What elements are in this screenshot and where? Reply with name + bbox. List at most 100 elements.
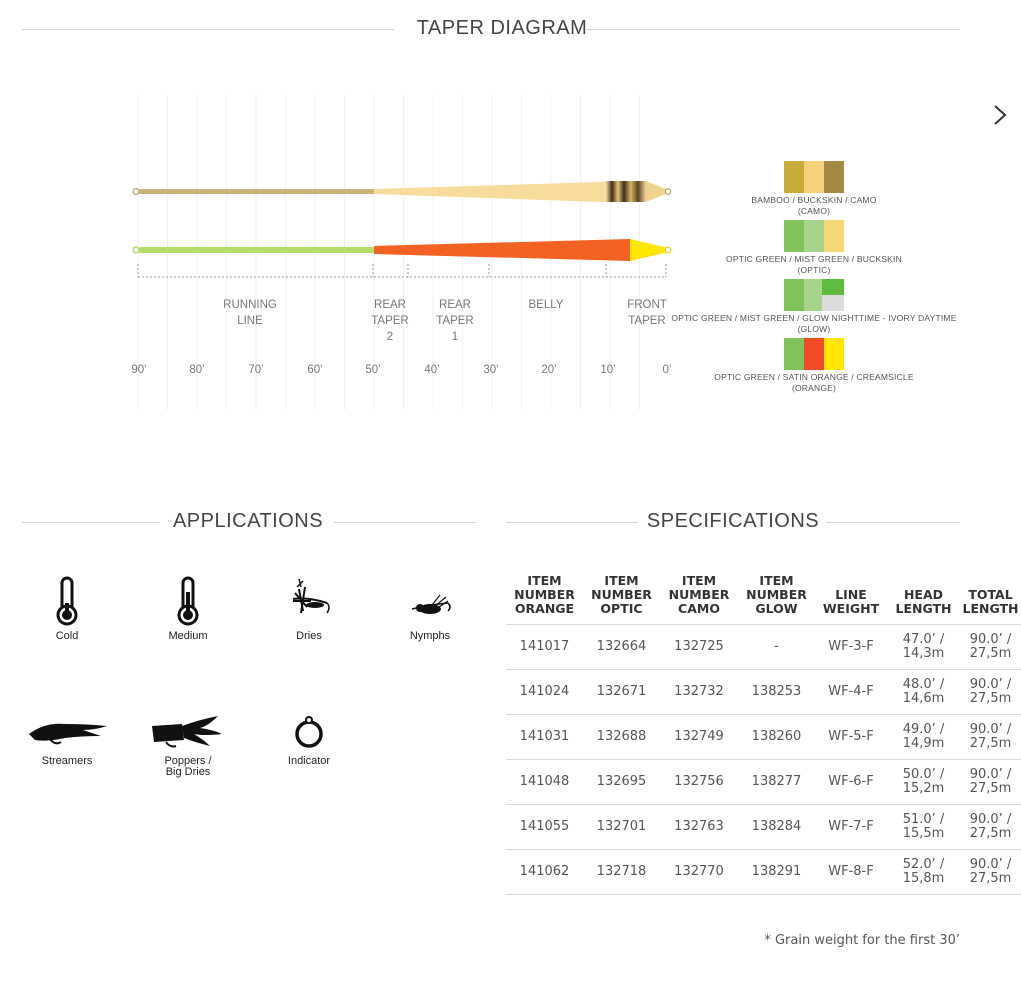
- thermometer-cold-icon: [56, 576, 78, 626]
- table-cell: WF-4-F: [815, 669, 887, 715]
- table-cell: 90.0’ /27,5m: [960, 804, 1021, 850]
- popper-icon: [152, 716, 222, 748]
- swatch-color: [784, 220, 804, 252]
- taper-diagram-title: TAPER DIAGRAM: [416, 17, 588, 39]
- colorway-caption: OPTIC GREEN / SATIN ORANGE / CREAMSICLE(…: [664, 372, 964, 394]
- table-cell: 141062: [506, 849, 583, 895]
- section-brackets: [137, 264, 667, 278]
- table-cell: 52.0’ /15,8m: [887, 849, 960, 895]
- table-row: 141048 132695 132756 138277 WF-6-F 50.0’ /15,…: [506, 759, 1021, 805]
- colorway-caption: BAMBOO / BUCKSKIN / CAMO (CAMO): [664, 195, 964, 217]
- application-label: Medium: [168, 630, 208, 642]
- swatch-color: [824, 338, 844, 370]
- section-label: REAR: [439, 299, 471, 311]
- camo-loop: [132, 187, 140, 196]
- camo-running-line: [138, 189, 376, 194]
- scale-tick-label: 50’: [365, 364, 380, 376]
- table-cell: 51.0’ /15,5m: [887, 804, 960, 850]
- scale-tick-label: 0’: [663, 364, 672, 376]
- application-dries: Dries: [254, 575, 364, 642]
- specifications-table: ITEM NUMBER ORANGE ITEM NUMBER OPTIC ITEM NUMBE…: [506, 570, 1021, 895]
- caption-line: (GLOW): [797, 324, 831, 334]
- swatch-color: [822, 295, 844, 311]
- column-header: ITEM NUMBER OPTIC: [591, 573, 652, 616]
- swatch-color: [822, 279, 844, 311]
- caption-line: (CAMO): [797, 206, 831, 216]
- swatch-color: [824, 220, 844, 252]
- table-cell: 132756: [660, 759, 738, 805]
- section-label: BELLY: [529, 299, 564, 311]
- header-rule-left: [22, 522, 160, 523]
- table-row: 141031 132688 132749 138260 WF-5-F 49.0’ /14,…: [506, 714, 1021, 760]
- table-cell: 90.0’ /27,5m: [960, 624, 1021, 670]
- colorway-caption: OPTIC GREEN / MIST GREEN / GLOW NIGHTTIM…: [664, 313, 964, 335]
- swatch-color: [804, 161, 824, 193]
- table-cell: 90.0’ /27,5m: [960, 714, 1021, 760]
- application-medium: Medium: [133, 575, 243, 642]
- table-cell: 138284: [738, 804, 815, 850]
- table-cell: 132664: [583, 624, 660, 670]
- application-label: Poppers /: [164, 755, 212, 767]
- section-label: TAPER: [628, 315, 666, 327]
- section-label: RUNNING: [223, 299, 277, 311]
- caption-line: OPTIC GREEN / MIST GREEN / BUCKSKIN: [726, 254, 902, 264]
- swatch-color: [822, 279, 844, 295]
- applications-header: APPLICATIONS: [22, 507, 476, 537]
- table-row: 141055 132701 132763 138284 WF-7-F 51.0’ /15,…: [506, 804, 1021, 850]
- application-indicator: Indicator: [254, 712, 364, 767]
- scale-tick-label: 80’: [189, 364, 204, 376]
- section-label: FRONT: [627, 299, 667, 311]
- taper-diagram: RUNNING LINE REAR TAPER 2 REAR TAPER 1 BELLY FRON…: [0, 0, 1021, 470]
- scale-tick-label: 20’: [541, 364, 556, 376]
- table-cell: 132763: [660, 804, 738, 850]
- section-label: 2: [387, 331, 393, 343]
- table-cell: 141024: [506, 669, 583, 715]
- grain-weight-footnote: * Grain weight for the first 30’: [764, 933, 960, 948]
- colorway-swatch: [784, 161, 844, 193]
- table-row: 141017 132664 132725- WF-3-F 47.0’ /14,3m 90.…: [506, 624, 1021, 670]
- table-cell: 90.0’ /27,5m: [960, 849, 1021, 895]
- swatch-color: [804, 338, 824, 370]
- green-running-line: [138, 247, 376, 253]
- colorway-swatch: [784, 279, 844, 311]
- table-cell: 138291: [738, 849, 815, 895]
- table-cell: 47.0’ /14,3m: [887, 624, 960, 670]
- application-label: Nymphs: [409, 630, 451, 642]
- caption-line: OPTIC GREEN / SATIN ORANGE / CREAMSICLE: [714, 372, 914, 382]
- application-label: Indicator: [287, 755, 331, 767]
- table-cell: 138277: [738, 759, 815, 805]
- section-label: 1: [452, 331, 458, 343]
- yellow-tip-loop: [664, 246, 672, 254]
- section-label: REAR: [374, 299, 406, 311]
- camo-tip-loop: [664, 188, 672, 195]
- swatch-color: [824, 161, 844, 193]
- scale-tick-label: 40’: [424, 364, 439, 376]
- column-header: ITEM NUMBER GLOW: [746, 573, 807, 616]
- swatch-color: [804, 220, 824, 252]
- orange-head-taper: [374, 239, 630, 261]
- taper-diagram-graphic: RUNNING LINE REAR TAPER 2 REAR TAPER 1 BELLY FRON…: [131, 95, 672, 410]
- streamer-icon: [29, 723, 107, 745]
- scale-tick-label: 60’: [307, 364, 322, 376]
- table-cell: 132770: [660, 849, 738, 895]
- table-cell: WF-3-F: [815, 624, 887, 670]
- column-header: HEAD LENGTH: [895, 587, 952, 616]
- section-label: TAPER: [371, 315, 409, 327]
- section-label: TAPER: [436, 315, 474, 327]
- table-cell: WF-7-F: [815, 804, 887, 850]
- application-streamers: Streamers: [12, 712, 122, 767]
- camo-bands: [606, 181, 646, 202]
- table-cell: 141048: [506, 759, 583, 805]
- swatch-color: [804, 279, 822, 311]
- nymph-icon: [411, 594, 451, 614]
- taper-diagram-header: TAPER DIAGRAM: [22, 14, 960, 44]
- caption-line: OPTIC GREEN / MIST GREEN / GLOW NIGHTTIM…: [671, 313, 957, 323]
- table-cell: WF-5-F: [815, 714, 887, 760]
- specifications-header: SPECIFICATIONS: [506, 507, 960, 537]
- table-cell: 141055: [506, 804, 583, 850]
- camo-fly-line: [132, 181, 672, 202]
- next-slide-button[interactable]: [985, 100, 1015, 130]
- yellow-front-taper: [630, 239, 668, 261]
- table-cell: 49.0’ /14,9m: [887, 714, 960, 760]
- scale-tick-label: 70’: [248, 364, 263, 376]
